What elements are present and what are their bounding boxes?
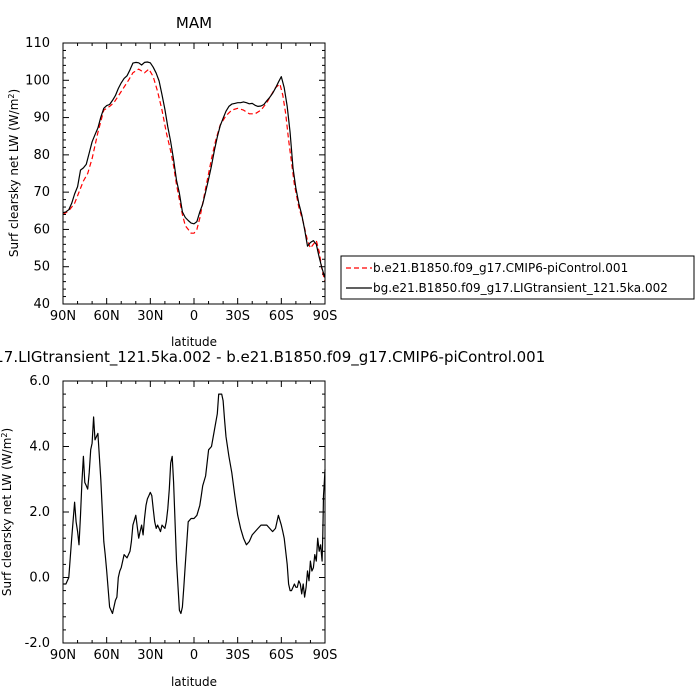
y-tick-label: 40 (33, 297, 50, 312)
x-tick-label: 30N (137, 648, 163, 663)
x-tick-label: 0 (190, 309, 198, 324)
y-tick-label: -2.0 (25, 636, 50, 651)
x-tick-label: 90S (313, 309, 338, 324)
chart-top-legend: b.e21.B1850.f09_g17.CMIP6-piControl.001 … (340, 255, 695, 300)
y-tick-label: 90 (33, 111, 50, 126)
x-tick-label: 60S (269, 648, 294, 663)
y-tick-label: 4.0 (29, 440, 50, 455)
x-tick-label: 90S (313, 648, 338, 663)
chart-top-y-axis-label: Surf clearsky net LW (W/m2) (7, 89, 22, 257)
y-tick-label: 70 (33, 185, 50, 200)
y-tick-label: 0.0 (29, 571, 50, 586)
plot-frame (62, 42, 326, 305)
y-tick-label: 6.0 (29, 374, 50, 389)
x-tick-label: 0 (190, 648, 198, 663)
chart-top: MAM 90N 60N 30N 0 30S 60S 90S 40 50 60 70 80 90 100 11… (7, 14, 695, 349)
x-tick-label: 30S (225, 309, 250, 324)
chart-bottom-title: bg.e21.B1850.f09_g17.LIGtransient_121.5k… (0, 348, 545, 367)
y-tick-label: 80 (33, 148, 50, 163)
x-tick-label: 90N (50, 309, 76, 324)
x-tick-label: 60N (94, 309, 120, 324)
y-tick-label: 2.0 (29, 505, 50, 520)
legend-box (340, 255, 695, 300)
chart-bottom-plot-area: 90N 60N 30N 0 30S 60S 90S -2.0 0.0 2.0 4.0 6.0 (25, 374, 338, 663)
y-tick-label: 100 (25, 73, 50, 88)
series-line-0-0 (62, 68, 326, 282)
x-tick-label: 60S (269, 309, 294, 324)
y-tick-label: 50 (33, 260, 50, 275)
legend-label-ligtransient: bg.e21.B1850.f09_g17.LIGtransient_121.5k… (373, 281, 668, 295)
legend-label-picontrol: b.e21.B1850.f09_g17.CMIP6-piControl.001 (373, 261, 628, 275)
x-tick-label: 60N (94, 648, 120, 663)
chart-top-plot-area: 90N 60N 30N 0 30S 60S 90S 40 50 60 70 80 90 100 110 (25, 36, 337, 324)
y-tick-label: 110 (25, 36, 50, 51)
series-line-1-0 (63, 393, 326, 615)
chart-bottom-y-axis-label: Surf clearsky net LW (W/m2) (0, 428, 14, 596)
y-tick-label: 60 (33, 222, 50, 237)
chart-bottom: bg.e21.B1850.f09_g17.LIGtransient_121.5k… (0, 348, 545, 689)
x-tick-label: 90N (50, 648, 76, 663)
series-line-0-1 (62, 61, 326, 279)
chart-top-x-axis-label: latitude (171, 335, 217, 349)
chart-bottom-x-axis-label: latitude (171, 675, 217, 689)
chart-top-title: MAM (176, 14, 212, 32)
x-tick-label: 30N (137, 309, 163, 324)
x-tick-label: 30S (225, 648, 250, 663)
